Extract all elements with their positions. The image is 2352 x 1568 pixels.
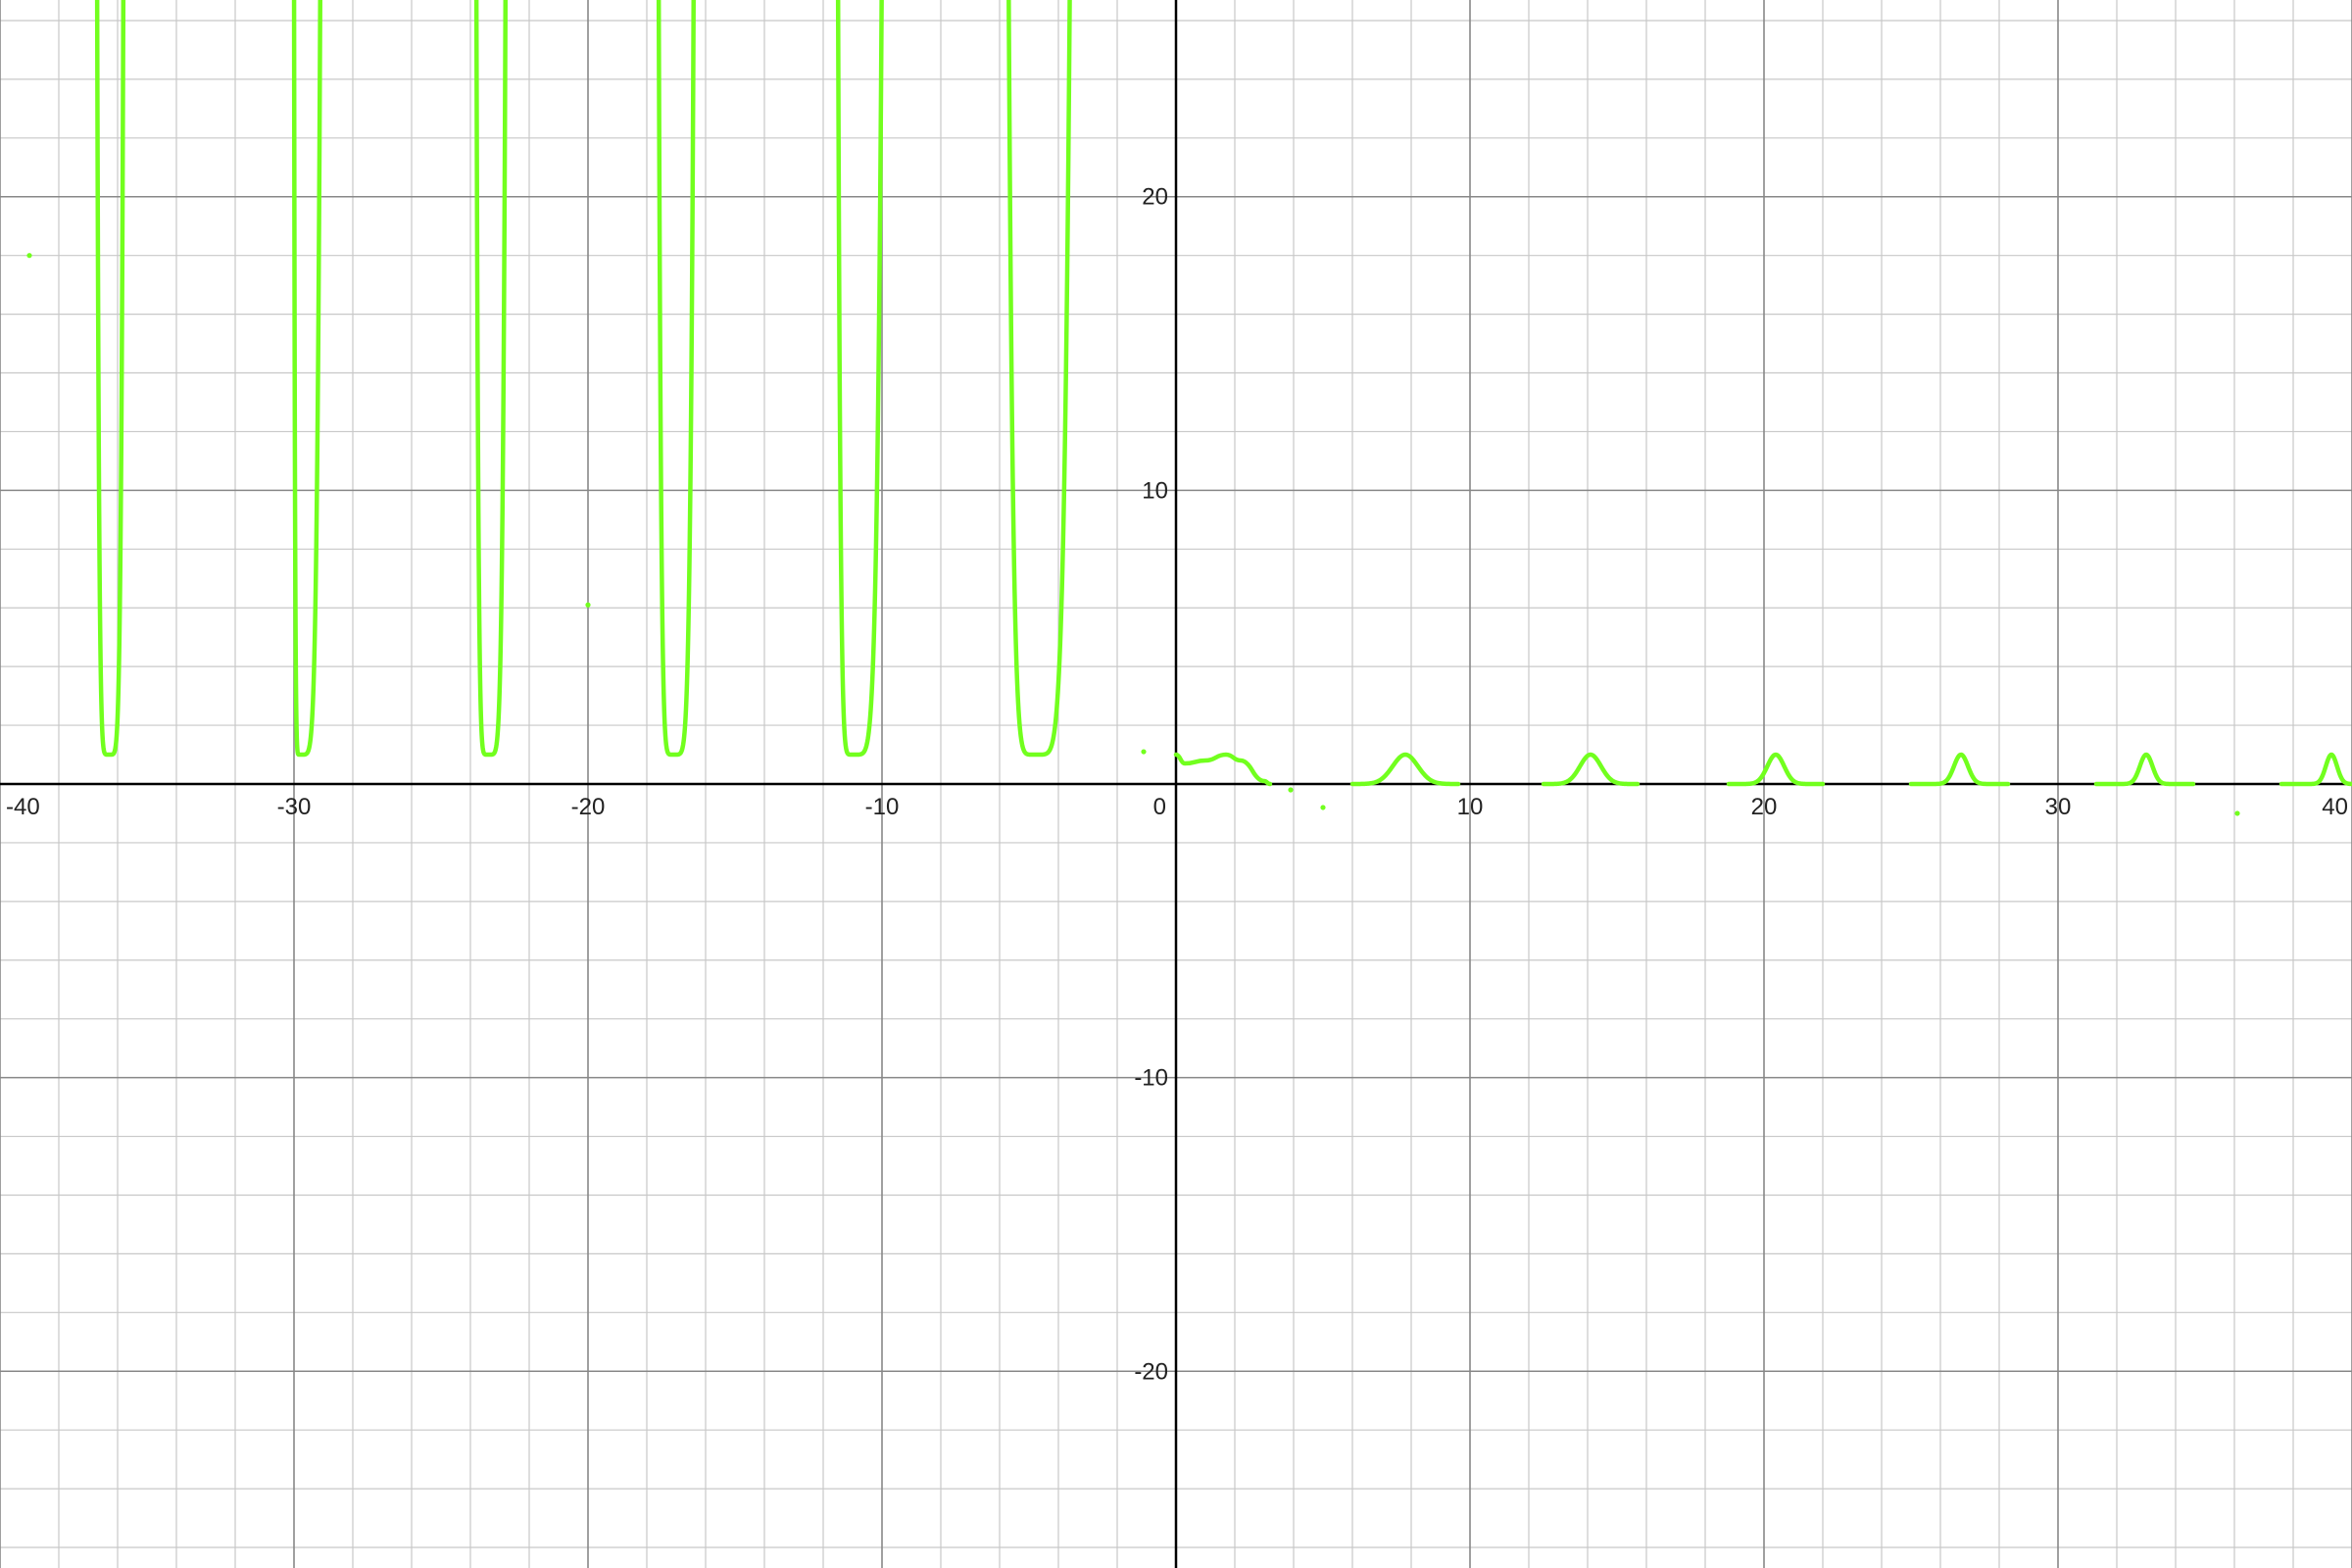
curve-start-segment [1173, 752, 1273, 787]
curve-point [585, 602, 591, 608]
curve-point [1288, 787, 1294, 793]
curve-bump [2278, 752, 2352, 787]
curve-bump [2093, 752, 2196, 787]
curve-point [2234, 810, 2240, 816]
x-tick-label: -30 [277, 794, 312, 820]
x-tick-label: -40 [6, 794, 40, 820]
y-tick-label: -10 [1134, 1065, 1168, 1092]
x-tick-label: -20 [571, 794, 606, 820]
x-tick-label: 20 [1751, 794, 1778, 820]
curve-bump [1726, 752, 1826, 787]
curve-point [1320, 805, 1326, 810]
x-tick-label: 0 [1153, 794, 1166, 820]
curve-point [26, 253, 32, 259]
x-tick-label: 40 [2322, 794, 2348, 820]
y-tick-label: 20 [1142, 184, 1168, 211]
curve-bump [1349, 752, 1461, 787]
x-tick-label: 30 [2045, 794, 2072, 820]
curve-well [835, 0, 884, 758]
curves [26, 0, 2352, 816]
tick-labels: -40 -30 -20 -10 0 10 20 30 40 20 10 -10 -20 [6, 184, 2348, 1386]
curve-well [291, 0, 322, 758]
curve-point [1141, 749, 1147, 755]
x-tick-label: 10 [1457, 794, 1484, 820]
y-tick-label: 10 [1142, 477, 1168, 504]
curve-bump [1908, 752, 2011, 787]
curve-well [1006, 0, 1072, 758]
curve-well [473, 0, 509, 758]
y-tick-label: -20 [1134, 1358, 1168, 1385]
x-tick-label: -10 [865, 794, 900, 820]
curve-well [94, 0, 126, 758]
curve-bump [1541, 752, 1641, 787]
curve-well [656, 0, 696, 758]
